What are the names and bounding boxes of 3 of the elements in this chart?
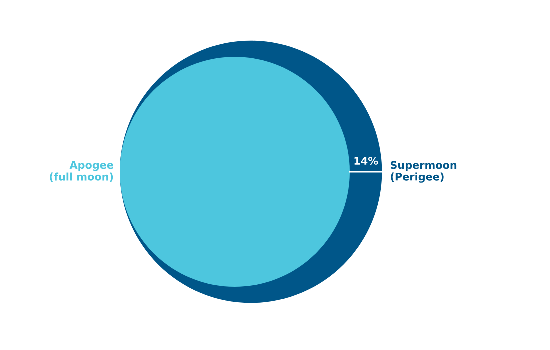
- category-label: Supermoon (Perigee): [390, 161, 457, 183]
- data-label: 14%: [354, 157, 378, 165]
- category-label: Apogee (full moon): [50, 161, 114, 182]
